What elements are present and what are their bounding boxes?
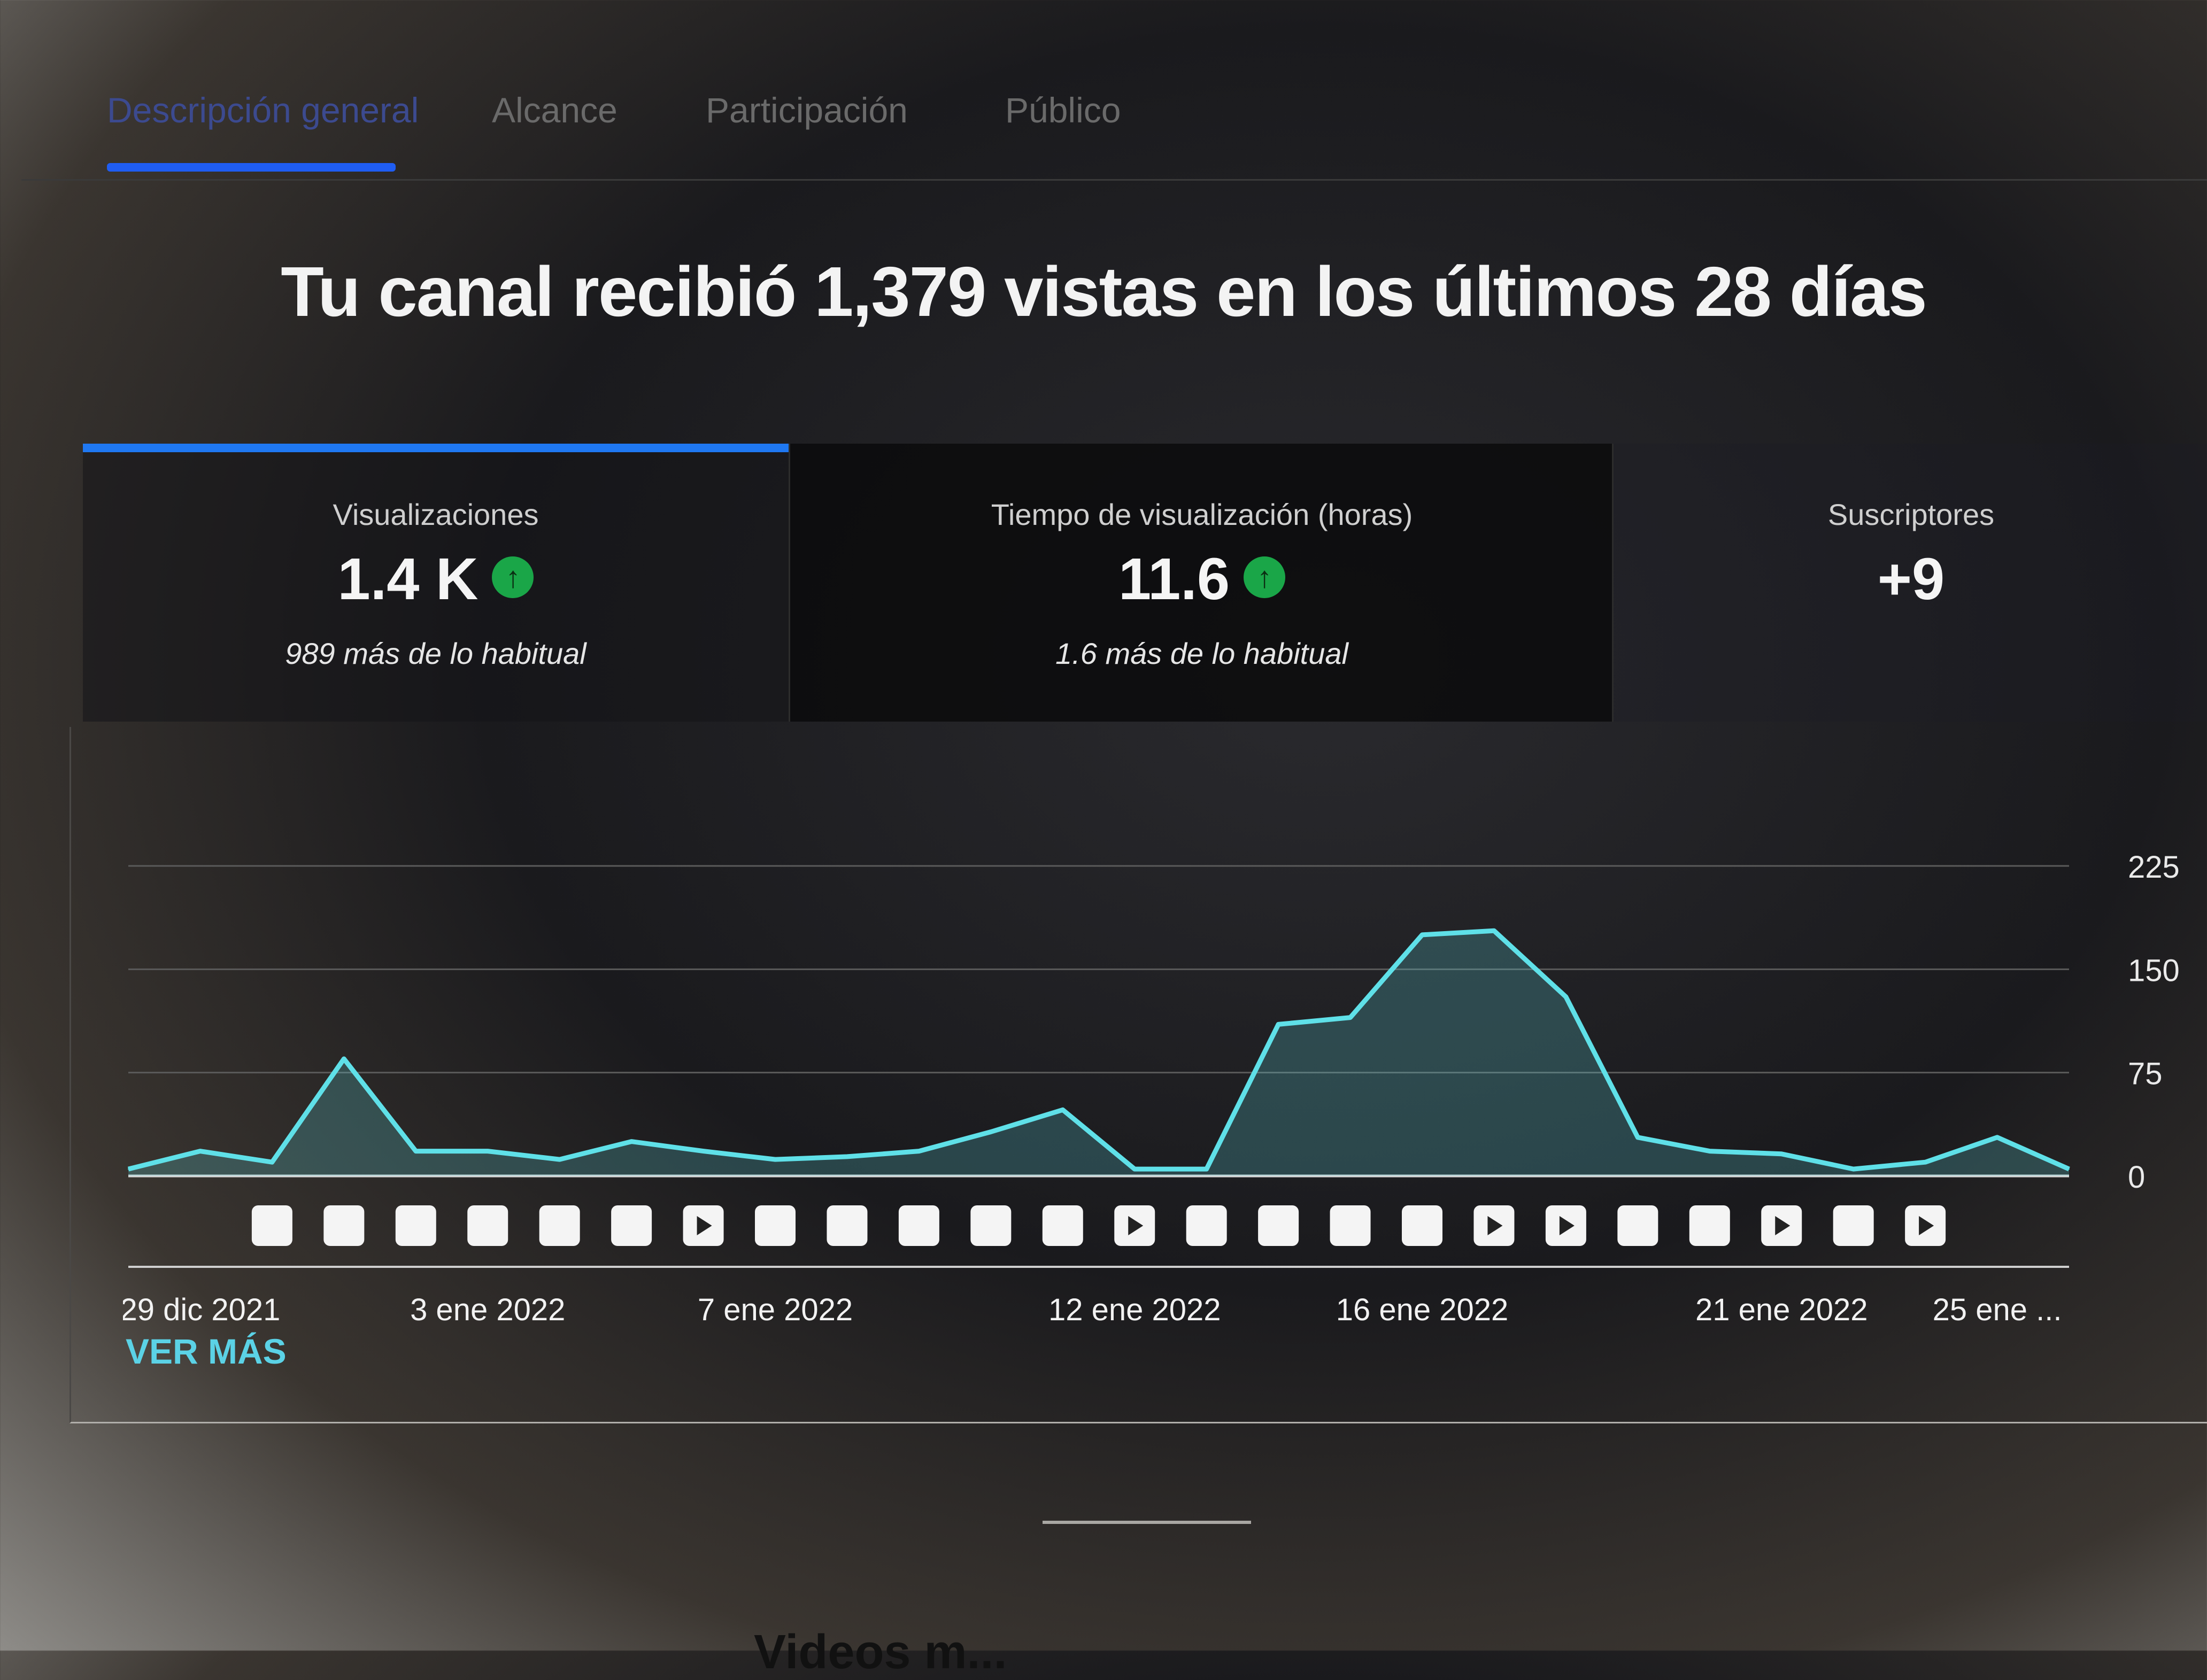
day-marker <box>1833 1205 1874 1246</box>
y-tick-label: 150 <box>2128 953 2180 988</box>
metric-card-subscribers[interactable]: Suscriptores +9 <box>1612 444 2207 722</box>
metric-value: 1.4 K ↑ <box>83 545 789 613</box>
metric-card-watch-time[interactable]: Tiempo de visualización (horas) 11.6 ↑ 1.… <box>789 444 1614 722</box>
day-marker <box>1042 1205 1083 1246</box>
divider-handle <box>1043 1521 1251 1524</box>
views-chart: 225 150 75 0 29 dic 2021 3 ene 2022 7 ene 2022… <box>120 834 2207 1395</box>
data-point <box>128 1168 129 1170</box>
data-point <box>199 1150 201 1152</box>
data-point <box>415 1150 416 1152</box>
data-point <box>703 1150 704 1152</box>
day-marker <box>1617 1205 1658 1246</box>
data-point <box>343 1058 345 1059</box>
data-point <box>487 1150 489 1152</box>
metric-cards: Visualizaciones 1.4 K ↑ 989 más de lo hab… <box>83 444 2207 722</box>
section-title: Videos m... <box>754 1625 1007 1679</box>
data-point <box>918 1150 920 1152</box>
day-marker <box>323 1205 365 1246</box>
tab-bar: Descripción general Alcance Participació… <box>107 80 1337 182</box>
x-tick-label: 29 dic 2021 <box>123 1292 280 1327</box>
data-point <box>271 1162 273 1163</box>
day-marker <box>1689 1205 1730 1246</box>
chart-svg: 225 150 75 0 29 dic 2021 3 ene 2022 7 ene 2022… <box>120 850 2180 1327</box>
data-point <box>1709 1150 1710 1152</box>
data-point <box>1853 1168 1854 1170</box>
day-marker <box>539 1205 580 1246</box>
day-marker <box>1330 1205 1371 1246</box>
chart-panel-border <box>70 727 2207 1423</box>
metric-note: 989 más de lo habitual <box>285 637 587 670</box>
data-point <box>1996 1136 1998 1138</box>
tab-overview[interactable]: Descripción general <box>107 90 419 130</box>
active-tab-indicator <box>107 163 396 172</box>
trend-up-icon: ↑ <box>492 556 534 598</box>
play-icon <box>1775 1216 1791 1235</box>
metric-value-text: 11.6 <box>1118 546 1230 612</box>
day-marker <box>395 1205 436 1246</box>
x-tick-label: 16 ene 2022 <box>1336 1292 1509 1327</box>
metric-note: 1.6 más de lo habitual <box>1055 637 1348 670</box>
play-icon <box>1559 1216 1575 1235</box>
y-tick-label: 225 <box>2128 850 2180 885</box>
data-point <box>1925 1162 1926 1163</box>
page-headline: Tu canal recibió 1,379 vistas en los últ… <box>281 252 1927 331</box>
metric-label: Visualizaciones <box>333 498 539 531</box>
day-marker <box>755 1205 796 1246</box>
x-tick-label: 21 ene 2022 <box>1695 1292 1868 1327</box>
metric-value-text: +9 <box>1877 546 1945 612</box>
data-point <box>559 1159 560 1160</box>
metric-value: 11.6 ↑ <box>790 545 1614 613</box>
data-point <box>1781 1153 1782 1155</box>
series-line <box>127 928 2070 1172</box>
tab-reach[interactable]: Alcance <box>492 90 618 130</box>
day-marker <box>1186 1205 1227 1246</box>
y-tick-label: 0 <box>2128 1160 2145 1195</box>
tab-audience[interactable]: Público <box>1005 90 1121 130</box>
day-marker <box>611 1205 652 1246</box>
day-marker <box>1258 1205 1299 1246</box>
day-marker <box>970 1205 1012 1246</box>
tab-divider <box>21 179 2207 181</box>
data-point <box>1134 1168 1136 1170</box>
play-icon <box>1919 1216 1934 1235</box>
data-point <box>1278 1024 1279 1025</box>
data-point <box>1422 934 1423 935</box>
data-point <box>846 1156 848 1157</box>
metric-value-text: 1.4 K <box>337 546 479 612</box>
day-marker <box>898 1205 939 1246</box>
metric-card-views[interactable]: Visualizaciones 1.4 K ↑ 989 más de lo hab… <box>83 444 789 722</box>
day-marker <box>251 1205 292 1246</box>
play-icon <box>697 1216 712 1235</box>
x-tick-label: 25 ene ... <box>1933 1292 2062 1327</box>
x-tick-label: 12 ene 2022 <box>1048 1292 1221 1327</box>
metric-label: Suscriptores <box>1827 498 1995 531</box>
data-point <box>1493 930 1495 932</box>
metric-label: Tiempo de visualización (horas) <box>991 498 1413 531</box>
x-tick-label: 7 ene 2022 <box>698 1292 853 1327</box>
data-point <box>1637 1136 1639 1138</box>
data-point <box>1206 1168 1207 1170</box>
day-marker <box>827 1205 868 1246</box>
day-marker <box>1402 1205 1442 1246</box>
data-point <box>775 1159 776 1160</box>
data-point <box>631 1141 632 1142</box>
trend-up-icon: ↑ <box>1244 556 1286 598</box>
selected-metric-indicator <box>83 444 789 452</box>
series-area <box>128 931 2069 1176</box>
play-icon <box>1128 1216 1144 1235</box>
play-icon <box>1487 1216 1503 1235</box>
tab-engagement[interactable]: Participación <box>706 90 908 130</box>
metric-value: +9 <box>1614 545 2207 613</box>
data-point <box>1349 1017 1351 1018</box>
data-point <box>2069 1168 2070 1170</box>
data-point <box>1062 1109 1063 1111</box>
data-point <box>990 1131 992 1133</box>
day-marker <box>467 1205 508 1246</box>
x-tick-label: 3 ene 2022 <box>410 1292 565 1327</box>
y-tick-label: 75 <box>2128 1057 2163 1091</box>
data-point <box>1565 996 1566 997</box>
see-more-link[interactable]: VER MÁS <box>126 1331 287 1371</box>
